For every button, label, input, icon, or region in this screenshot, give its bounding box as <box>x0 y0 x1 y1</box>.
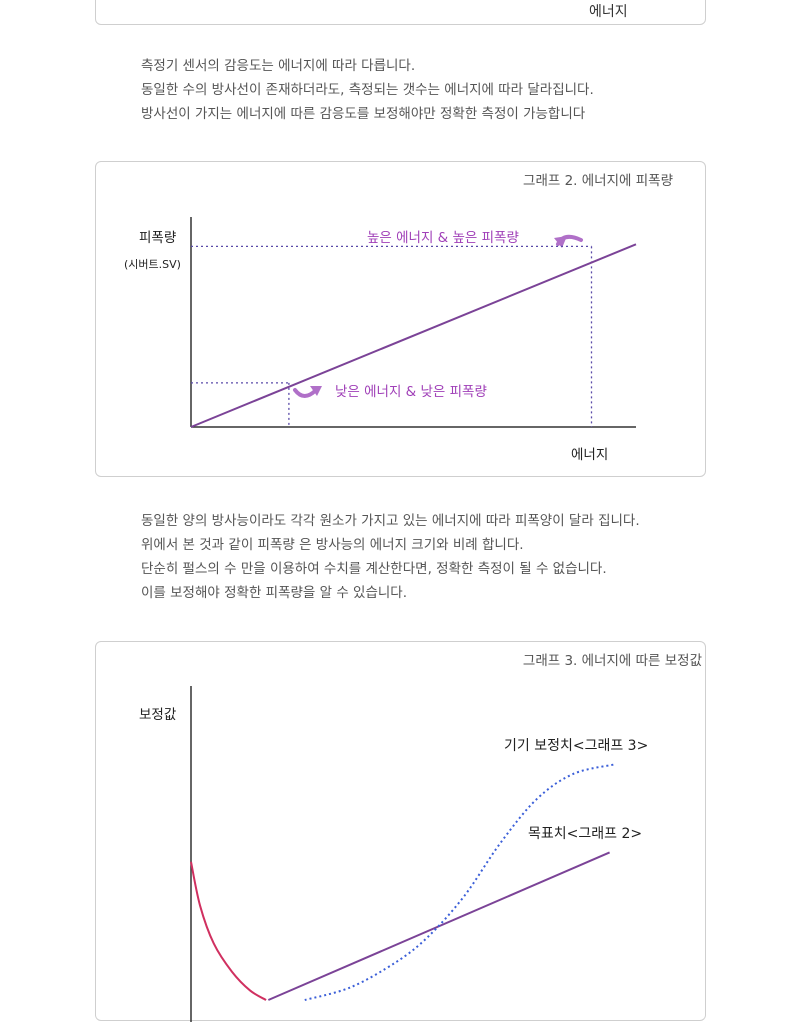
top-panel-label: 에너지 <box>589 4 628 20</box>
sensitivity-paragraph: 측정기 센서의 감응도는 에너지에 따라 다릅니다. 동일한 수의 방사선이 존… <box>141 54 741 126</box>
dose-line <box>190 243 637 428</box>
paragraph-line: 방사선이 가지는 에너지에 따른 감응도를 보정해야만 정확한 측정이 가능합니… <box>141 106 586 122</box>
curved-arrow-icon <box>293 386 322 398</box>
paragraph-line: 위에서 본 것과 같이 피폭량 은 방사능의 에너지 크기와 비례 합니다. <box>141 537 524 553</box>
y-axis-unit: (시버트.SV) <box>124 258 181 271</box>
top-chart-panel: 에너지 <box>95 0 706 25</box>
annotation-low: 낮은 에너지 & 낮은 피폭량 <box>335 384 487 400</box>
annotation-high: 높은 에너지 & 높은 피폭량 <box>367 230 519 246</box>
graph3-panel: 그래프 3. 에너지에 따른 보정값 보정값 기기 보정치<그래프 3> 목표치… <box>95 641 706 1022</box>
x-axis-label: 에너지 <box>571 447 608 463</box>
graph2-panel: 그래프 2. 에너지에 피폭량 피폭량 (시버트.SV) 에너지 높은 에너지 … <box>95 161 706 477</box>
paragraph-line: 측정기 센서의 감응도는 에너지에 따라 다릅니다. <box>141 58 416 74</box>
dose-paragraph: 동일한 양의 방사능이라도 각각 원소가 가지고 있는 에너지에 따라 피폭양이… <box>141 509 741 605</box>
curved-arrow-icon <box>554 234 583 248</box>
series-label-device: 기기 보정치<그래프 3> <box>504 738 648 754</box>
series-label-target: 목표치<그래프 2> <box>528 826 642 842</box>
paragraph-line: 단순히 펄스의 수 만을 이용하여 수치를 계산한다면, 정확한 측정이 될 수… <box>141 561 607 577</box>
paragraph-line: 이를 보정해야 정확한 피폭량을 알 수 있습니다. <box>141 585 408 601</box>
chart-title: 그래프 2. 에너지에 피폭량 <box>523 173 673 189</box>
sensitivity-curve <box>190 861 267 1001</box>
graph3-chart: 그래프 3. 에너지에 따른 보정값 보정값 기기 보정치<그래프 3> 목표치… <box>139 653 702 1022</box>
paragraph-line: 동일한 수의 방사선이 존재하더라도, 측정되는 갯수는 에너지에 따라 달라집… <box>141 82 594 98</box>
chart-title: 그래프 3. 에너지에 따른 보정값 <box>523 653 702 669</box>
paragraph-line: 동일한 양의 방사능이라도 각각 원소가 가지고 있는 에너지에 따라 피폭양이… <box>141 513 640 529</box>
graph2-chart: 그래프 2. 에너지에 피폭량 피폭량 (시버트.SV) 에너지 높은 에너지 … <box>124 173 673 463</box>
y-axis-label: 피폭량 <box>139 230 176 246</box>
y-axis-label: 보정값 <box>139 707 176 723</box>
